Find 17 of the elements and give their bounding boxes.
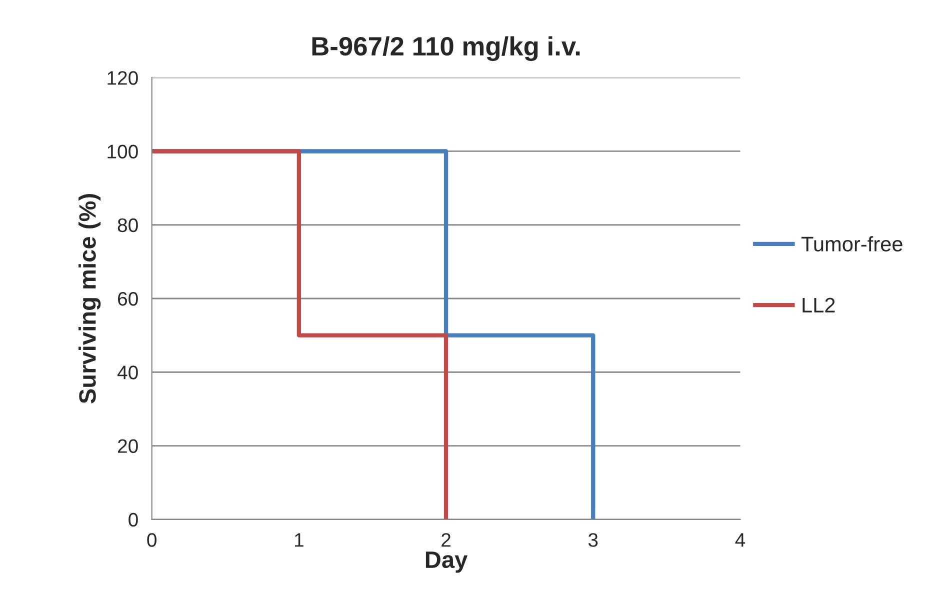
- legend-label: LL2: [802, 298, 835, 312]
- chart-title: B-967/2 110 mg/kg i.v.: [312, 36, 580, 61]
- y-tick-label: 40: [117, 366, 138, 380]
- x-tick-label: 2: [442, 533, 450, 547]
- y-tick-label: 100: [108, 144, 138, 158]
- x-tick-label: 0: [147, 533, 156, 547]
- y-tick-label: 60: [118, 292, 138, 306]
- y-tick-label: 80: [118, 218, 138, 232]
- y-tick-label: 20: [118, 439, 138, 453]
- y-tick-label: 120: [108, 71, 138, 85]
- x-tick-label: 3: [588, 533, 598, 547]
- y-axis-title: Surviving mice (%): [78, 194, 101, 404]
- x-tick-label: 4: [735, 533, 746, 547]
- x-tick-label: 1: [295, 533, 304, 547]
- y-tick-label: 0: [128, 512, 138, 527]
- x-axis-title: Day: [426, 552, 468, 573]
- legend-label: Tumor-free: [801, 236, 902, 252]
